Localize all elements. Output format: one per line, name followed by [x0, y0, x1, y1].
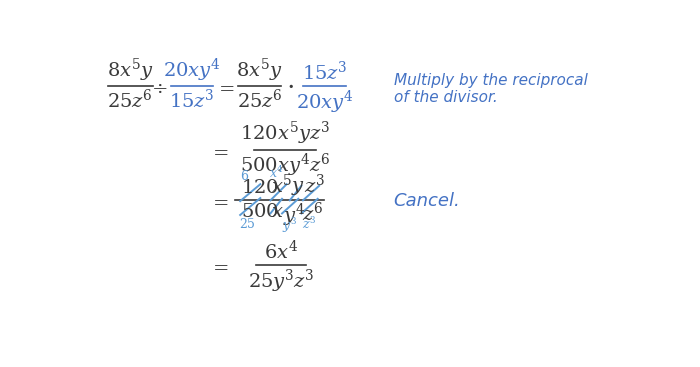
Text: $25z^6$: $25z^6$	[237, 89, 282, 112]
Text: $6$: $6$	[240, 169, 249, 183]
Text: $x$: $x$	[271, 202, 284, 221]
Text: $20xy^4$: $20xy^4$	[296, 89, 354, 116]
Text: $=$: $=$	[209, 192, 230, 211]
Text: $15z^3$: $15z^3$	[169, 89, 215, 112]
Text: $z^3$: $z^3$	[304, 174, 325, 197]
Text: of the divisor.: of the divisor.	[393, 90, 498, 105]
Text: $500$: $500$	[241, 202, 279, 221]
Text: $z^3$: $z^3$	[302, 217, 316, 232]
Text: $6x^4$: $6x^4$	[264, 240, 298, 263]
Text: $x^5$: $x^5$	[271, 174, 293, 197]
Text: Cancel.: Cancel.	[393, 192, 461, 210]
Text: $=$: $=$	[209, 257, 230, 276]
Text: $25y^3z^3$: $25y^3z^3$	[248, 267, 314, 295]
Text: $y$: $y$	[290, 178, 304, 197]
Text: $z^6$: $z^6$	[302, 202, 323, 225]
Text: $500xy^4z^6$: $500xy^4z^6$	[240, 152, 330, 179]
Text: $25$: $25$	[239, 217, 256, 230]
Text: $25z^6$: $25z^6$	[107, 89, 153, 112]
Text: $8x^5y$: $8x^5y$	[236, 57, 283, 84]
Text: Multiply by the reciprocal: Multiply by the reciprocal	[393, 73, 587, 88]
Text: $15z^3$: $15z^3$	[302, 61, 347, 84]
Text: $8x^5y$: $8x^5y$	[107, 57, 153, 84]
Text: $y^3$: $y^3$	[281, 217, 297, 235]
Text: $=$: $=$	[209, 142, 230, 161]
Text: $20xy^4$: $20xy^4$	[163, 57, 221, 84]
Text: $y^4$: $y^4$	[283, 202, 305, 229]
Text: $=$: $=$	[216, 79, 235, 97]
Text: $120$: $120$	[241, 178, 279, 197]
Text: $\cdot$: $\cdot$	[286, 75, 294, 98]
Text: $x^4$: $x^4$	[270, 165, 284, 181]
Text: $120x^5yz^3$: $120x^5yz^3$	[240, 120, 330, 147]
Text: $\div$: $\div$	[150, 79, 167, 97]
